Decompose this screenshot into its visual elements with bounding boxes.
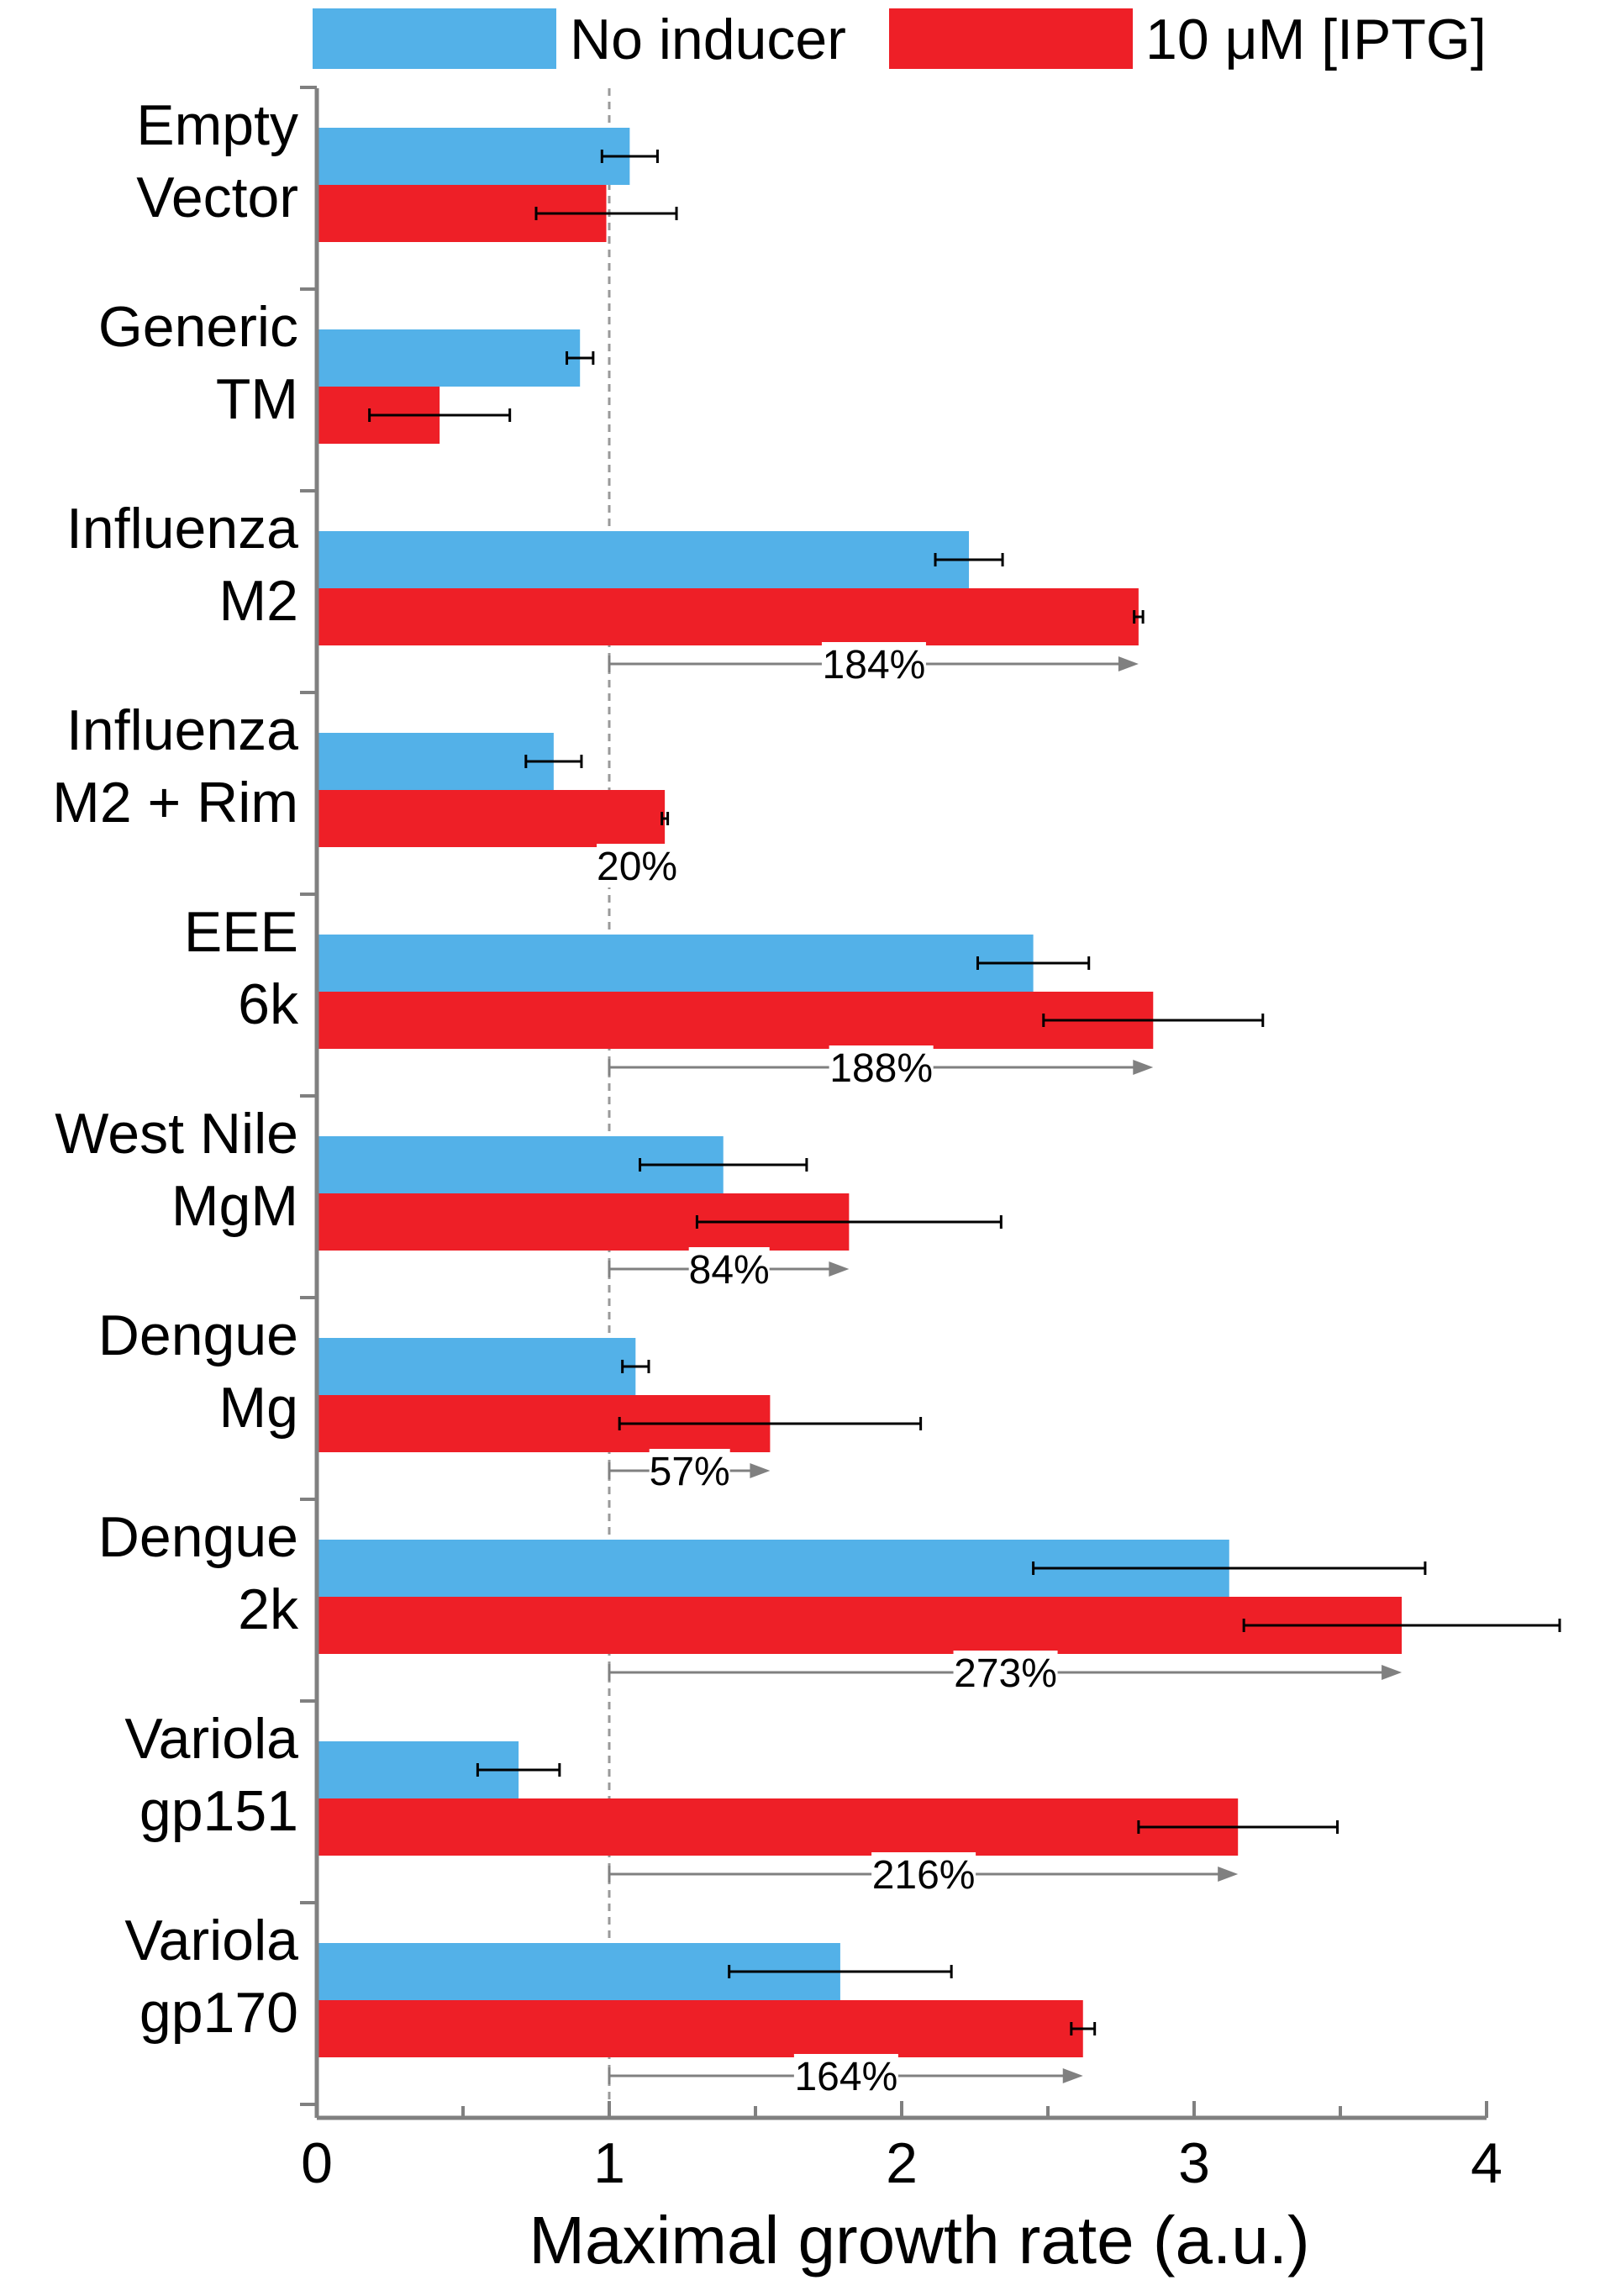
annotation-label-bg bbox=[871, 1852, 976, 1896]
annotation-percent-label: 216% bbox=[872, 1853, 976, 1898]
x-tick-label: 2 bbox=[886, 2131, 918, 2195]
annotation-label-bg bbox=[597, 844, 678, 887]
legend-label-no-inducer: No inducer bbox=[570, 8, 846, 71]
increase-annotations: 184% 20% 188% 84% 57% 273% 216% 164% bbox=[597, 642, 1403, 2099]
annotation-percent-label: 273% bbox=[954, 1651, 1057, 1696]
annotation-percent-label: 84% bbox=[689, 1248, 770, 1293]
annotation-arrowhead bbox=[1218, 1867, 1239, 1882]
x-tick-label: 1 bbox=[593, 2131, 625, 2195]
category-label-line1: Generic bbox=[98, 295, 298, 359]
category-label-line2: 2k bbox=[238, 1577, 299, 1641]
annotation-percent-label: 184% bbox=[823, 643, 926, 687]
annotation-arrowhead bbox=[750, 1463, 771, 1478]
category-label-line1: Dengue bbox=[98, 1505, 298, 1569]
bars bbox=[317, 128, 1403, 2057]
category-label-line1: EEE bbox=[184, 900, 298, 964]
category-label-line1: Variola bbox=[124, 1707, 298, 1771]
category-label-line1: Influenza bbox=[66, 497, 298, 561]
annotation-label-bg bbox=[953, 1651, 1058, 1694]
category-label-line2: 6k bbox=[238, 972, 299, 1036]
annotation-percent-label: 188% bbox=[829, 1046, 933, 1091]
category-label-line2: gp170 bbox=[139, 1981, 298, 2045]
legend-swatch-no-inducer bbox=[313, 8, 556, 69]
category-label-line2: MgM bbox=[171, 1174, 298, 1238]
bar-no-inducer bbox=[317, 733, 554, 790]
annotation-label-bg bbox=[688, 1247, 770, 1291]
category-labels: Empty Vector Generic TM Influenza M2 Influenza… bbox=[52, 93, 299, 2045]
bar-no-inducer bbox=[317, 935, 1034, 992]
category-label-line2: M2 + Rim bbox=[52, 771, 298, 835]
category-label-line1: Empty bbox=[136, 93, 298, 157]
legend-label-iptg: 10 μM [IPTG] bbox=[1145, 8, 1487, 71]
category-label-line1: West Nile bbox=[55, 1102, 298, 1166]
bar-no-inducer bbox=[317, 329, 581, 387]
axes: 0 1 2 3 4 bbox=[300, 86, 1503, 2195]
category-label-line1: Influenza bbox=[66, 698, 298, 762]
annotation-arrowhead bbox=[1133, 1060, 1154, 1075]
bar-no-inducer bbox=[317, 531, 970, 588]
x-axis-title: Maximal growth rate (a.u.) bbox=[529, 2203, 1309, 2278]
bar-iptg bbox=[317, 2000, 1083, 2057]
error-bars bbox=[368, 150, 1561, 2035]
bar-no-inducer bbox=[317, 128, 630, 185]
annotation-percent-label: 164% bbox=[794, 2055, 897, 2099]
annotation-percent-label: 57% bbox=[650, 1450, 730, 1494]
bar-iptg bbox=[317, 790, 666, 847]
bar-iptg bbox=[317, 1798, 1239, 1856]
annotation-arrowhead bbox=[1118, 656, 1139, 671]
bar-iptg bbox=[317, 992, 1154, 1049]
annotation-arrowhead bbox=[1062, 2068, 1083, 2083]
annotation-percent-label: 20% bbox=[597, 845, 677, 889]
x-tick-label: 3 bbox=[1178, 2131, 1210, 2195]
bar-iptg bbox=[317, 1597, 1403, 1654]
category-label-line2: gp151 bbox=[139, 1779, 298, 1843]
category-label-line2: TM bbox=[216, 367, 298, 431]
legend: No inducer 10 μM [IPTG] bbox=[313, 8, 1487, 71]
category-label-line2: Mg bbox=[219, 1376, 298, 1440]
category-label-line1: Variola bbox=[124, 1909, 298, 1972]
annotation-label-bg bbox=[829, 1045, 934, 1089]
category-label-line2: M2 bbox=[219, 569, 298, 633]
annotation-label-bg bbox=[793, 2054, 898, 2098]
annotation-label-bg bbox=[821, 642, 926, 686]
category-label-line2: Vector bbox=[136, 166, 298, 229]
category-label-line1: Dengue bbox=[98, 1303, 298, 1367]
legend-swatch-iptg bbox=[889, 8, 1133, 69]
x-tick-label: 0 bbox=[301, 2131, 333, 2195]
bar-iptg bbox=[317, 588, 1139, 645]
annotation-label-bg bbox=[649, 1449, 730, 1493]
annotation-arrowhead bbox=[1382, 1665, 1403, 1680]
x-tick-label: 4 bbox=[1471, 2131, 1503, 2195]
bar-no-inducer bbox=[317, 1338, 636, 1395]
annotation-arrowhead bbox=[829, 1261, 850, 1277]
